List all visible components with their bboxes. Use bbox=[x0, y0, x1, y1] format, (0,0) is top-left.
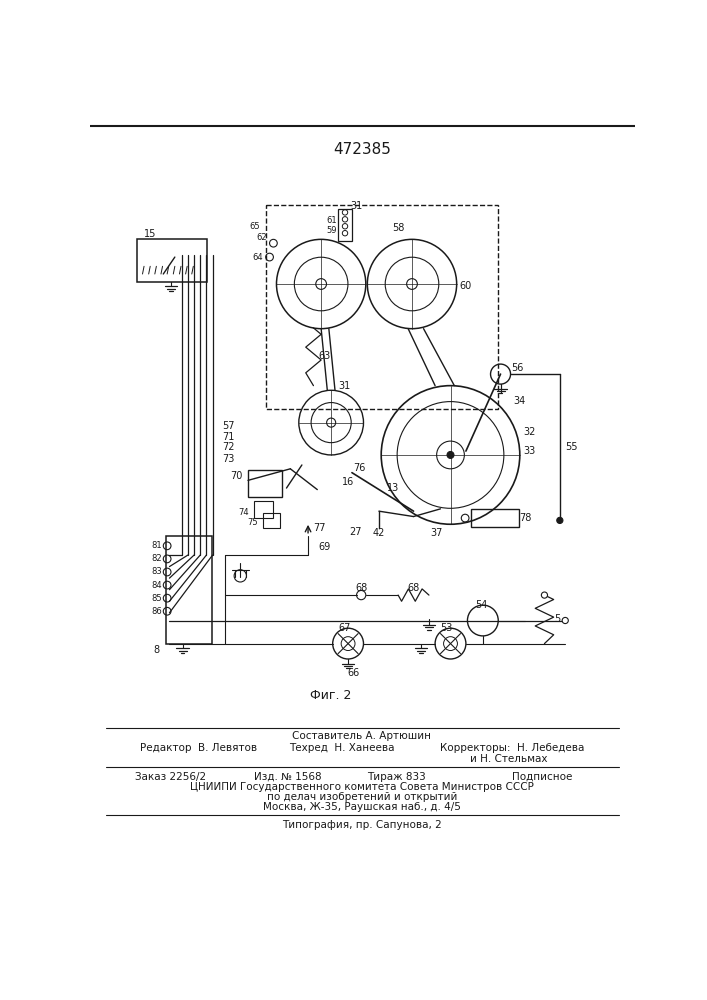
Text: 60: 60 bbox=[459, 281, 472, 291]
Circle shape bbox=[447, 451, 454, 458]
Text: 61: 61 bbox=[326, 216, 337, 225]
Text: Изд. № 1568: Изд. № 1568 bbox=[254, 772, 322, 782]
Circle shape bbox=[542, 592, 547, 598]
Text: 75: 75 bbox=[247, 518, 258, 527]
Text: 56: 56 bbox=[511, 363, 524, 373]
Text: 31: 31 bbox=[338, 381, 351, 391]
Text: 68: 68 bbox=[407, 583, 420, 593]
Text: 82: 82 bbox=[151, 554, 162, 563]
Text: по делач изобретений и открытий: по делач изобретений и открытий bbox=[267, 792, 457, 802]
Text: 37: 37 bbox=[431, 528, 443, 538]
Text: Корректоры:  Н. Лебедева: Корректоры: Н. Лебедева bbox=[440, 743, 585, 753]
Text: 64: 64 bbox=[253, 253, 264, 262]
Text: 53: 53 bbox=[440, 623, 453, 633]
Text: 74: 74 bbox=[238, 508, 249, 517]
Text: 8: 8 bbox=[153, 645, 160, 655]
Text: 31: 31 bbox=[351, 201, 363, 211]
Text: Фиг. 2: Фиг. 2 bbox=[310, 689, 352, 702]
Text: 54: 54 bbox=[475, 600, 488, 610]
Text: 32: 32 bbox=[523, 427, 535, 437]
Text: 86: 86 bbox=[151, 607, 162, 616]
Text: 472385: 472385 bbox=[333, 142, 391, 157]
Text: 70: 70 bbox=[230, 471, 243, 481]
Text: 71: 71 bbox=[223, 432, 235, 442]
Text: 15: 15 bbox=[144, 229, 156, 239]
Text: 66: 66 bbox=[347, 668, 360, 678]
Text: 67: 67 bbox=[338, 623, 351, 633]
Text: 81: 81 bbox=[151, 541, 162, 550]
Bar bbox=[137, 239, 207, 282]
Text: 62: 62 bbox=[257, 233, 267, 242]
Text: ЦНИИПИ Государственного комитета Совета Министров СССР: ЦНИИПИ Государственного комитета Совета … bbox=[190, 782, 534, 792]
Text: 57: 57 bbox=[223, 421, 235, 431]
Text: 85: 85 bbox=[151, 594, 162, 603]
Text: 34: 34 bbox=[514, 396, 526, 406]
Bar bbox=[264, 513, 281, 528]
Bar bbox=[472, 509, 519, 527]
Bar bbox=[248, 470, 282, 497]
Text: Составитель А. Артюшин: Составитель А. Артюшин bbox=[293, 731, 431, 741]
Text: 69: 69 bbox=[319, 542, 331, 552]
Text: 55: 55 bbox=[565, 442, 578, 452]
Text: Тираж 833: Тираж 833 bbox=[368, 772, 426, 782]
Text: 5: 5 bbox=[554, 614, 561, 624]
Bar bbox=[254, 501, 274, 518]
Text: 76: 76 bbox=[354, 463, 366, 473]
Text: 63: 63 bbox=[319, 351, 331, 361]
Text: 33: 33 bbox=[523, 446, 535, 456]
Text: Редактор  В. Левятов: Редактор В. Левятов bbox=[140, 743, 257, 753]
Text: 13: 13 bbox=[387, 483, 399, 493]
Text: Москва, Ж-35, Раушская наб., д. 4/5: Москва, Ж-35, Раушская наб., д. 4/5 bbox=[263, 802, 461, 812]
Text: 78: 78 bbox=[519, 513, 532, 523]
Text: 27: 27 bbox=[349, 527, 362, 537]
Text: Техред  Н. Ханеева: Техред Н. Ханеева bbox=[288, 743, 395, 753]
Text: 68: 68 bbox=[355, 583, 368, 593]
Text: 84: 84 bbox=[151, 581, 162, 590]
Text: и Н. Стельмах: и Н. Стельмах bbox=[469, 754, 547, 764]
Bar bbox=[338, 209, 352, 241]
Text: Типография, пр. Сапунова, 2: Типография, пр. Сапунова, 2 bbox=[282, 820, 442, 830]
Text: 16: 16 bbox=[342, 477, 354, 487]
Text: Заказ 2256/2: Заказ 2256/2 bbox=[135, 772, 206, 782]
Bar bbox=[266, 205, 498, 409]
Text: 58: 58 bbox=[392, 223, 404, 233]
Text: 83: 83 bbox=[151, 567, 162, 576]
Text: 72: 72 bbox=[223, 442, 235, 452]
Text: Подписное: Подписное bbox=[512, 772, 573, 782]
Text: 65: 65 bbox=[249, 222, 259, 231]
Text: 77: 77 bbox=[313, 523, 326, 533]
Text: 42: 42 bbox=[373, 528, 385, 538]
Circle shape bbox=[562, 617, 568, 624]
Text: 73: 73 bbox=[223, 454, 235, 464]
Bar bbox=[165, 536, 212, 644]
Circle shape bbox=[557, 517, 563, 523]
Text: 59: 59 bbox=[326, 226, 337, 235]
